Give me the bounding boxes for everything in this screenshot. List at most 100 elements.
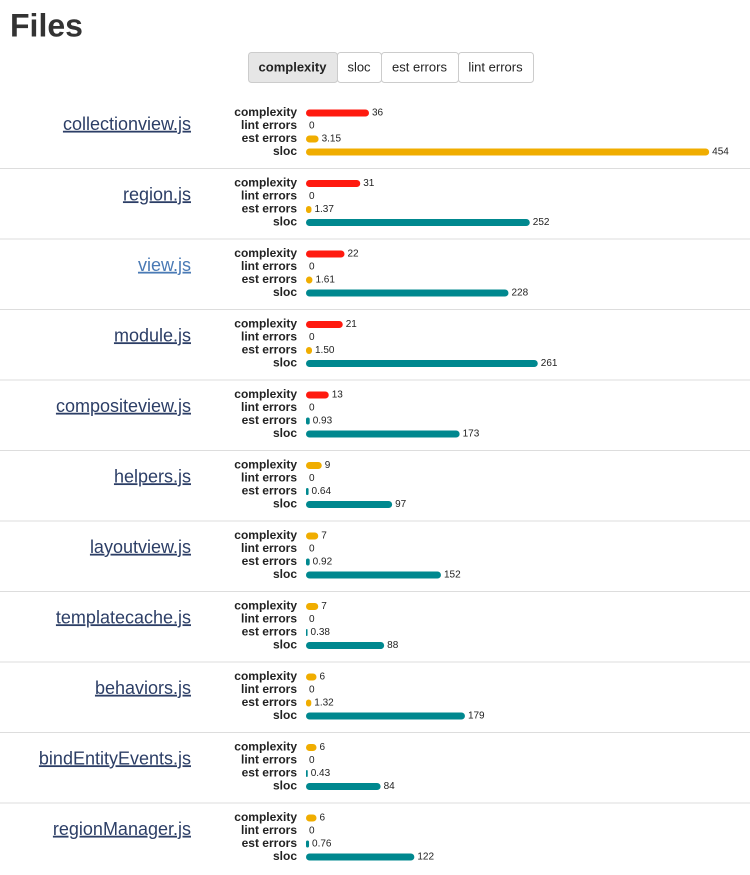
metric-bar (306, 276, 313, 284)
metric-bar (306, 430, 460, 438)
metric-bar (306, 219, 530, 226)
metric-label: est errors (242, 131, 298, 145)
metric-bar (306, 673, 317, 681)
metric-label: lint errors (241, 682, 297, 696)
metric-value: 0 (309, 332, 315, 343)
metric-bar (306, 814, 317, 822)
metric-label: complexity (234, 528, 297, 542)
metric-bar (306, 488, 309, 495)
metric-value: 252 (533, 217, 550, 228)
metric-value: 0.92 (313, 557, 333, 568)
metric-label: lint errors (241, 189, 297, 203)
metric-bar (306, 347, 312, 354)
metric-bar (306, 250, 345, 258)
metric-label: est errors (242, 484, 298, 498)
metric-label: lint errors (241, 330, 297, 344)
metric-value: 454 (712, 147, 729, 158)
metric-value: 7 (321, 601, 327, 612)
metric-bar (306, 135, 319, 143)
metric-label: complexity (234, 246, 297, 260)
metric-bar (306, 603, 319, 610)
metric-bar (306, 699, 312, 707)
file-link[interactable]: collectionview.js (63, 114, 191, 134)
metric-value: 84 (384, 781, 396, 792)
metric-value: 13 (332, 390, 344, 401)
metric-label: lint errors (241, 612, 297, 626)
metric-value: 0 (309, 121, 315, 132)
metric-label: complexity (234, 317, 297, 331)
metric-value: 6 (320, 672, 326, 683)
metric-value: 88 (387, 640, 399, 651)
metric-label: est errors (242, 766, 298, 780)
metric-label: lint errors (241, 259, 297, 273)
metric-value: 0.76 (312, 839, 332, 850)
metric-value: 0 (309, 755, 315, 766)
metric-value: 22 (348, 249, 360, 260)
file-link[interactable]: region.js (123, 184, 191, 204)
metric-label: complexity (234, 176, 297, 190)
metric-value: 6 (320, 742, 326, 753)
metric-label: lint errors (241, 118, 297, 132)
metric-label: complexity (234, 669, 297, 683)
metric-bar (306, 206, 312, 213)
metric-label: complexity (234, 105, 297, 119)
metric-value: 179 (468, 711, 485, 722)
metric-label: sloc (273, 849, 297, 863)
metric-value: 31 (363, 178, 375, 189)
tab-button-label[interactable]: complexity (259, 59, 328, 74)
metric-value: 1.37 (314, 204, 334, 215)
metric-value: 1.50 (315, 345, 335, 356)
metric-label: complexity (234, 387, 297, 401)
metric-value: 0 (309, 191, 315, 202)
metric-bar (306, 783, 381, 790)
metric-value: 0.43 (311, 768, 331, 779)
tab-button-label[interactable]: est errors (392, 59, 447, 74)
metric-value: 152 (444, 570, 461, 581)
file-link[interactable]: layoutview.js (90, 537, 191, 557)
metric-value: 0 (309, 826, 315, 837)
metric-value: 122 (417, 852, 434, 863)
metric-bar (306, 558, 310, 566)
metric-label: lint errors (241, 823, 297, 837)
metric-label: sloc (273, 638, 297, 652)
metric-value: 0 (309, 403, 315, 414)
metric-value: 1.32 (314, 698, 334, 709)
metric-value: 9 (325, 460, 331, 471)
metric-bar (306, 462, 322, 469)
metric-label: est errors (242, 554, 298, 568)
metric-value: 0.64 (312, 486, 332, 497)
metric-value: 0 (309, 685, 315, 696)
metric-value: 6 (320, 813, 326, 824)
metric-label: lint errors (241, 400, 297, 414)
metric-label: sloc (273, 497, 297, 511)
metric-label: est errors (242, 272, 298, 286)
file-link[interactable]: regionManager.js (53, 819, 191, 839)
metric-value: 0 (309, 262, 315, 273)
metric-label: sloc (273, 356, 297, 370)
tab-button-label[interactable]: lint errors (468, 59, 523, 74)
metric-bar (306, 853, 415, 861)
metric-label: est errors (242, 695, 298, 709)
file-link[interactable]: module.js (114, 325, 191, 345)
metric-value: 1.61 (315, 275, 335, 286)
file-link[interactable]: compositeview.js (56, 396, 191, 416)
file-link[interactable]: behaviors.js (95, 678, 191, 698)
file-link[interactable]: templatecache.js (56, 607, 191, 627)
metric-bar (306, 148, 710, 156)
tab-button-label[interactable]: sloc (347, 59, 371, 74)
metric-bar (306, 501, 393, 508)
metric-value: 0 (309, 473, 315, 484)
metric-bar (306, 629, 308, 636)
file-link[interactable]: bindEntityEvents.js (39, 748, 191, 768)
metric-value: 97 (395, 499, 407, 510)
file-link[interactable]: view.js (138, 255, 191, 275)
tab-button[interactable] (458, 52, 534, 83)
metric-label: sloc (273, 779, 297, 793)
file-link[interactable]: helpers.js (114, 466, 191, 486)
metric-label: complexity (234, 740, 297, 754)
metric-label: complexity (234, 458, 297, 472)
metric-bar (306, 391, 329, 399)
metric-label: est errors (242, 413, 298, 427)
metric-label: lint errors (241, 753, 297, 767)
